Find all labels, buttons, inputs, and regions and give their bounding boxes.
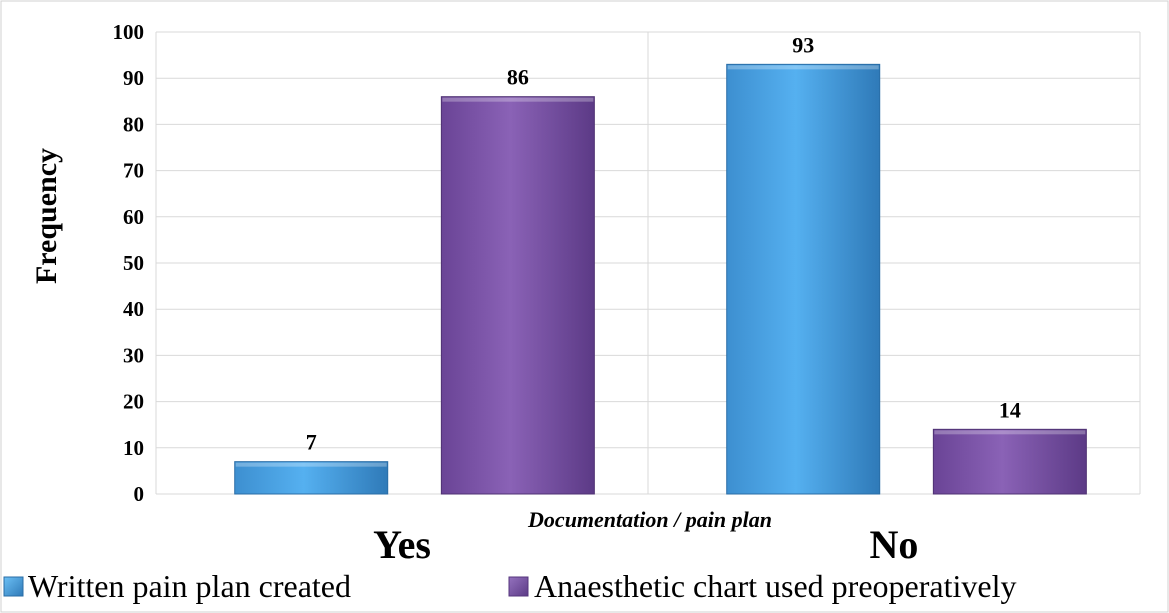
y-tick-label: 30 [123,343,144,367]
legend: Written pain plan created Anaesthetic ch… [3,568,1016,604]
data-label-written-pain-plan-yes: 7 [306,430,317,455]
y-tick-label: 100 [113,20,145,44]
legend-swatch-anaesthetic-chart [508,576,529,597]
data-label-written-pain-plan-no: 93 [792,32,814,57]
y-tick-label: 50 [123,251,144,275]
bar-anaesthetic-chart-no [932,428,1087,495]
bar-highlight [934,430,1086,435]
y-tick-label: 10 [123,436,144,460]
y-tick-label: 20 [123,390,144,414]
bar-anaesthetic-chart-yes [440,96,595,495]
data-label-anaesthetic-chart-no: 14 [999,397,1021,422]
bar-written-pain-plan-no [726,63,881,495]
y-tick-label: 40 [123,297,144,321]
bars [234,63,1087,495]
y-tick-label: 90 [123,66,144,90]
gridlines [155,31,1141,495]
x-axis-title: Documentation / pain plan [527,507,772,532]
x-category-label-no: No [870,522,919,567]
labels: 0 10 20 30 40 50 60 70 80 90 100 7 86 Yes 93 14 No [113,20,1021,567]
bar-written-pain-plan-yes [234,461,389,495]
bar-highlight [727,65,879,70]
y-axis-title: Frequency [30,148,63,284]
legend-label-anaesthetic-chart: Anaesthetic chart used preoperatively [534,568,1016,604]
legend-label-written-pain-plan: Written pain plan created [28,568,351,604]
y-tick-label: 80 [123,112,144,136]
bar-highlight [442,97,594,102]
y-tick-label: 0 [134,482,145,506]
data-label-anaesthetic-chart-yes: 86 [507,65,529,90]
y-tick-label: 60 [123,205,144,229]
legend-swatch-written-pain-plan [3,576,24,597]
y-tick-label: 70 [123,159,144,183]
bar-highlight [235,462,387,467]
x-category-label-yes: Yes [373,522,431,567]
